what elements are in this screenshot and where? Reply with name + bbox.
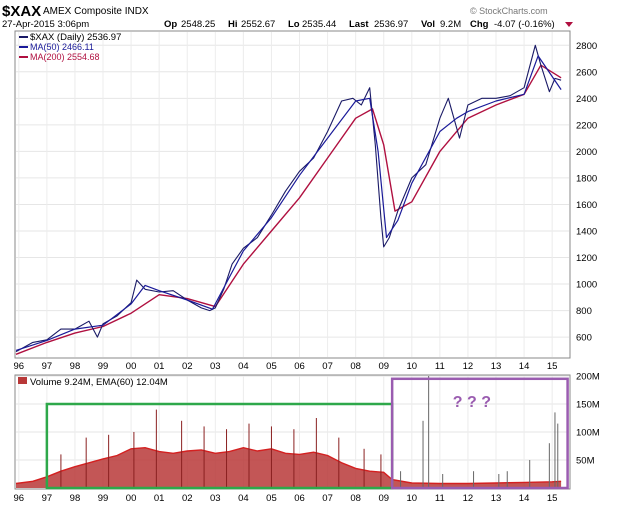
volume-y-tick-label: 50M bbox=[576, 456, 595, 467]
symbol-label: $XAX bbox=[2, 3, 41, 20]
price-y-tick-label: 800 bbox=[576, 306, 592, 317]
price-x-tick-label: 11 bbox=[435, 361, 445, 372]
volume-x-tick-label: 97 bbox=[42, 493, 53, 504]
price-x-axis: 96 97 98 99 00 01 02 03 04 05 06 07 08 09 10 11 12 13 14 15 bbox=[14, 361, 558, 372]
price-y-tick-label: 2600 bbox=[576, 67, 597, 78]
legend-price: $XAX (Daily) 2536.97 bbox=[30, 32, 121, 43]
volume-x-tick-label: 13 bbox=[491, 493, 502, 504]
volume-x-tick-label: 03 bbox=[210, 493, 221, 504]
price-y-tick-label: 1800 bbox=[576, 173, 597, 184]
last-label: Last bbox=[349, 19, 369, 30]
price-x-tick-label: 96 bbox=[14, 361, 25, 372]
price-x-tick-label: 05 bbox=[266, 361, 277, 372]
date-label: 27-Apr-2015 3:06pm bbox=[2, 19, 89, 30]
low-value: 2535.44 bbox=[302, 19, 336, 30]
price-y-tick-label: 1400 bbox=[576, 226, 597, 237]
price-lines bbox=[15, 44, 562, 355]
price-y-tick-label: 2800 bbox=[576, 41, 597, 52]
price-x-tick-label: 09 bbox=[378, 361, 389, 372]
volume-x-tick-label: 09 bbox=[378, 493, 389, 504]
chg-value: -4.07 (-0.16%) bbox=[494, 19, 555, 30]
volume-x-tick-label: 14 bbox=[519, 493, 530, 504]
legend-swatch-volume bbox=[18, 377, 27, 384]
volume-x-tick-label: 00 bbox=[126, 493, 137, 504]
price-x-tick-label: 14 bbox=[519, 361, 530, 372]
price-y-tick-label: 2200 bbox=[576, 120, 597, 131]
high-value: 2552.67 bbox=[241, 19, 275, 30]
volume-x-tick-label: 06 bbox=[294, 493, 305, 504]
low-label: Lo bbox=[288, 19, 300, 30]
price-x-tick-label: 07 bbox=[322, 361, 333, 372]
price-legend: $XAX (Daily) 2536.97 MA(50) 2466.11 MA(2… bbox=[19, 32, 121, 62]
volume-ema-line bbox=[15, 446, 562, 485]
price-x-tick-label: 97 bbox=[42, 361, 53, 372]
high-label: Hi bbox=[228, 19, 238, 30]
last-value: 2536.97 bbox=[374, 19, 408, 30]
volume-spikes bbox=[60, 376, 559, 488]
volume-y-axis: 50M 100M 150M 200M bbox=[576, 372, 600, 467]
purple-highlight-box bbox=[390, 377, 569, 490]
volume-x-tick-label: 11 bbox=[435, 493, 445, 504]
price-x-tick-label: 02 bbox=[182, 361, 193, 372]
open-value: 2548.25 bbox=[181, 19, 215, 30]
open-label: Op bbox=[164, 19, 177, 30]
volume-x-tick-label: 99 bbox=[98, 493, 109, 504]
price-y-tick-label: 1000 bbox=[576, 280, 597, 291]
price-x-tick-label: 00 bbox=[126, 361, 137, 372]
legend-volume: Volume 9.24M, EMA(60) 12.04M bbox=[30, 377, 168, 388]
volume-area-fill bbox=[16, 447, 562, 488]
question-marks-label: ? ? ? bbox=[453, 394, 491, 411]
price-grid bbox=[16, 32, 569, 357]
price-x-tick-label: 98 bbox=[70, 361, 81, 372]
price-x-tick-label: 04 bbox=[238, 361, 249, 372]
volume-x-tick-label: 98 bbox=[70, 493, 81, 504]
down-arrow-icon bbox=[565, 22, 573, 27]
vol-value: 9.2M bbox=[440, 19, 461, 30]
ma50-series-line bbox=[15, 55, 562, 351]
price-panel-frame bbox=[14, 30, 571, 359]
price-x-tick-label: 13 bbox=[491, 361, 502, 372]
volume-annotations: ? ? ? bbox=[45, 377, 569, 490]
volume-x-tick-label: 02 bbox=[182, 493, 193, 504]
price-x-tick-label: 99 bbox=[98, 361, 109, 372]
chg-label: Chg bbox=[470, 19, 489, 30]
price-y-tick-label: 600 bbox=[576, 333, 592, 344]
price-x-tick-label: 10 bbox=[407, 361, 418, 372]
volume-x-tick-label: 05 bbox=[266, 493, 277, 504]
volume-y-tick-label: 150M bbox=[576, 400, 600, 411]
volume-x-tick-label: 01 bbox=[154, 493, 165, 504]
price-x-tick-label: 15 bbox=[547, 361, 558, 372]
price-x-tick-label: 06 bbox=[294, 361, 305, 372]
volume-area bbox=[15, 446, 562, 488]
price-y-tick-label: 2400 bbox=[576, 94, 597, 105]
volume-x-tick-label: 08 bbox=[350, 493, 361, 504]
legend-ma50: MA(50) 2466.11 bbox=[30, 42, 94, 52]
index-name: AMEX Composite INDX bbox=[43, 6, 149, 17]
vol-label: Vol bbox=[421, 19, 435, 30]
volume-x-tick-label: 96 bbox=[14, 493, 25, 504]
volume-x-tick-label: 10 bbox=[407, 493, 418, 504]
price-y-tick-label: 1600 bbox=[576, 200, 597, 211]
volume-x-tick-label: 07 bbox=[322, 493, 333, 504]
volume-x-tick-label: 15 bbox=[547, 493, 558, 504]
price-y-axis: 600 800 1000 1200 1400 1600 1800 2000 2200 2400 26… bbox=[576, 41, 597, 344]
volume-x-tick-label: 04 bbox=[238, 493, 249, 504]
volume-x-tick-label: 12 bbox=[463, 493, 474, 504]
legend-ma200: MA(200) 2554.68 bbox=[30, 52, 100, 62]
volume-y-tick-label: 200M bbox=[576, 372, 600, 383]
volume-x-axis: 96 97 98 99 00 01 02 03 04 05 06 07 08 09 10 11 12 13 14 15 bbox=[14, 493, 558, 504]
price-y-tick-label: 2000 bbox=[576, 147, 597, 158]
volume-y-tick-label: 100M bbox=[576, 428, 600, 439]
watermark: © StockCharts.com bbox=[470, 6, 548, 16]
price-x-tick-label: 12 bbox=[463, 361, 474, 372]
price-y-tick-label: 1200 bbox=[576, 253, 597, 264]
price-x-tick-label: 01 bbox=[154, 361, 165, 372]
ma200-series-line bbox=[15, 64, 562, 355]
price-x-tick-label: 03 bbox=[210, 361, 221, 372]
price-x-tick-label: 08 bbox=[350, 361, 361, 372]
